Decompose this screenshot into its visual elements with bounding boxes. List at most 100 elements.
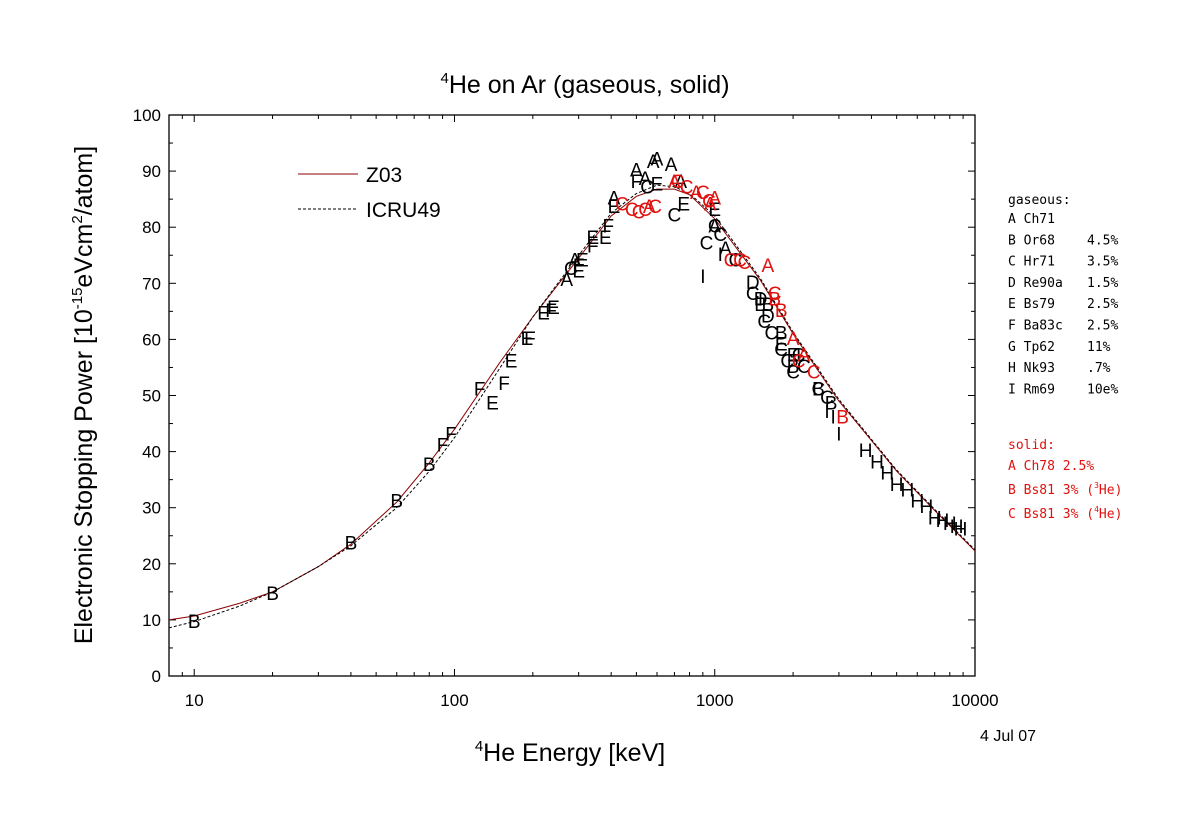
ylabel-pre: Electronic Stopping Power [10 xyxy=(70,309,98,644)
gaseous-legend-entry: G Tp62 xyxy=(1008,340,1055,355)
legend-label-z03: Z03 xyxy=(366,164,402,187)
gaseous-legend-error: 1.5% xyxy=(1087,276,1118,291)
gaseous-point-a: A xyxy=(647,152,660,173)
plot-legend: Z03 ICRU49 xyxy=(298,164,441,222)
axes-layer xyxy=(168,114,976,677)
gaseous-point-b: B xyxy=(812,379,825,400)
gaseous-point-c: C xyxy=(708,217,722,238)
y-tick-label: 30 xyxy=(142,499,161,518)
gaseous-point-e: E xyxy=(708,200,721,221)
gaseous-legend-error: 10e% xyxy=(1087,382,1118,397)
gaseous-point-f: F xyxy=(437,435,449,456)
curves-layer xyxy=(168,184,976,629)
gaseous-point-h: H xyxy=(901,480,915,501)
gaseous-point-b: B xyxy=(787,357,800,378)
y-axis-label: Electronic Stopping Power [10-15eVcm2/at… xyxy=(69,146,98,644)
gaseous-point-h: H xyxy=(950,517,964,538)
solid-point-b: B xyxy=(836,407,849,428)
solid-point-a: A xyxy=(643,197,656,218)
solid-point-c: C xyxy=(615,194,629,215)
gaseous-point-e: E xyxy=(572,262,585,283)
svg-text:Electronic Stopping Power [10-: Electronic Stopping Power [10-15eVcm2/at… xyxy=(69,146,98,644)
solid-point-c: C xyxy=(792,351,806,372)
curve-icru49 xyxy=(168,184,976,629)
gaseous-point-i: I xyxy=(830,407,835,428)
gaseous-point-i: I xyxy=(758,290,763,311)
solid-point-c: C xyxy=(807,363,821,384)
gaseous-point-i: I xyxy=(836,424,841,445)
gaseous-point-e: E xyxy=(787,346,800,367)
gaseous-point-c: C xyxy=(786,363,800,384)
title-text: He on Ar (gaseous, solid) xyxy=(449,71,730,99)
gaseous-point-a: A xyxy=(630,161,643,182)
gaseous-point-c: C xyxy=(713,225,727,246)
gaseous-point-c: C xyxy=(564,259,578,280)
gaseous-point-a: A xyxy=(674,172,687,193)
gaseous-point-f: F xyxy=(474,379,486,400)
gaseous-point-d: D xyxy=(746,273,760,294)
gaseous-point-b: B xyxy=(423,455,436,476)
gaseous-point-i: I xyxy=(700,267,705,288)
gaseous-point-h: H xyxy=(936,511,950,532)
solid-point-b: B xyxy=(775,301,788,322)
gaseous-point-b: B xyxy=(266,584,279,605)
solid-point-c: C xyxy=(680,177,694,198)
solid-legend-entry: B Bs81 3% (3He) xyxy=(1008,481,1122,498)
gaseous-point-e: E xyxy=(677,194,690,215)
gaseous-point-h: H xyxy=(919,497,933,518)
gaseous-point-h: H xyxy=(928,508,942,529)
solid-point-c: C xyxy=(638,200,652,221)
gaseous-point-h: H xyxy=(870,452,884,473)
ylabel-post: /atom] xyxy=(70,146,98,215)
gaseous-point-a: A xyxy=(719,239,732,260)
solid-point-c: C xyxy=(625,200,639,221)
gaseous-point-c: C xyxy=(764,323,778,344)
gaseous-point-b: B xyxy=(188,612,201,633)
x-tick-label: 1000 xyxy=(696,691,734,710)
gaseous-point-e: E xyxy=(547,298,560,319)
gaseous-point-c: C xyxy=(797,357,811,378)
gaseous-point-f: F xyxy=(587,236,599,257)
svg-text:4He on Ar (gaseous, solid): 4He on Ar (gaseous, solid) xyxy=(440,70,729,99)
y-tick-label: 20 xyxy=(142,555,161,574)
gaseous-point-c: C xyxy=(811,379,825,400)
solid-point-c: C xyxy=(671,172,685,193)
y-tick-label: 0 xyxy=(152,667,161,686)
gaseous-point-c: C xyxy=(668,205,682,226)
gaseous-legend-entry: E Bs79 xyxy=(1008,297,1055,312)
xlabel-text: He Energy [keV] xyxy=(483,739,665,767)
gaseous-point-h: H xyxy=(910,492,924,513)
solid-point-c: C xyxy=(768,284,782,305)
gaseous-point-e: E xyxy=(608,197,621,218)
gaseous-point-a: A xyxy=(608,189,621,210)
gaseous-legend-entry: H Nk93 xyxy=(1008,361,1055,376)
gaseous-point-b: B xyxy=(390,492,403,513)
gaseous-point-c: C xyxy=(746,284,760,305)
gaseous-point-e: E xyxy=(651,175,664,196)
gaseous-legend-title: gaseous: xyxy=(1008,193,1071,208)
gaseous-point-f: F xyxy=(631,172,643,193)
gaseous-point-b: B xyxy=(825,393,838,414)
gaseous-point-b: B xyxy=(762,295,775,316)
solid-point-b: B xyxy=(768,290,781,311)
y-tick-label: 90 xyxy=(142,162,161,181)
solid-point-a: A xyxy=(708,189,721,210)
solid-point-a: A xyxy=(798,346,811,367)
solid-point-a: A xyxy=(690,183,703,204)
ylabel-sup: -15 xyxy=(69,288,86,310)
tick-labels-layer: 0 10 20 30 40 50 60 70 80 90 100 10 100 1000 10000 xyxy=(133,106,999,710)
x-tick-label: 10000 xyxy=(951,691,998,710)
gaseous-point-b: B xyxy=(345,534,358,555)
solid-point-c: C xyxy=(733,250,747,271)
gaseous-legend-error: 11% xyxy=(1087,340,1111,355)
gaseous-legend-entry: B Or68 xyxy=(1008,233,1055,248)
gaseous-point-c: C xyxy=(728,250,742,271)
date-stamp: 4 Jul 07 xyxy=(980,728,1036,745)
gaseous-legend-error: 3.5% xyxy=(1087,255,1118,270)
gaseous-point-i: I xyxy=(718,245,723,266)
solid-point-a: A xyxy=(787,329,800,350)
gaseous-point-c: C xyxy=(820,388,834,409)
gaseous-point-e: E xyxy=(505,351,518,372)
